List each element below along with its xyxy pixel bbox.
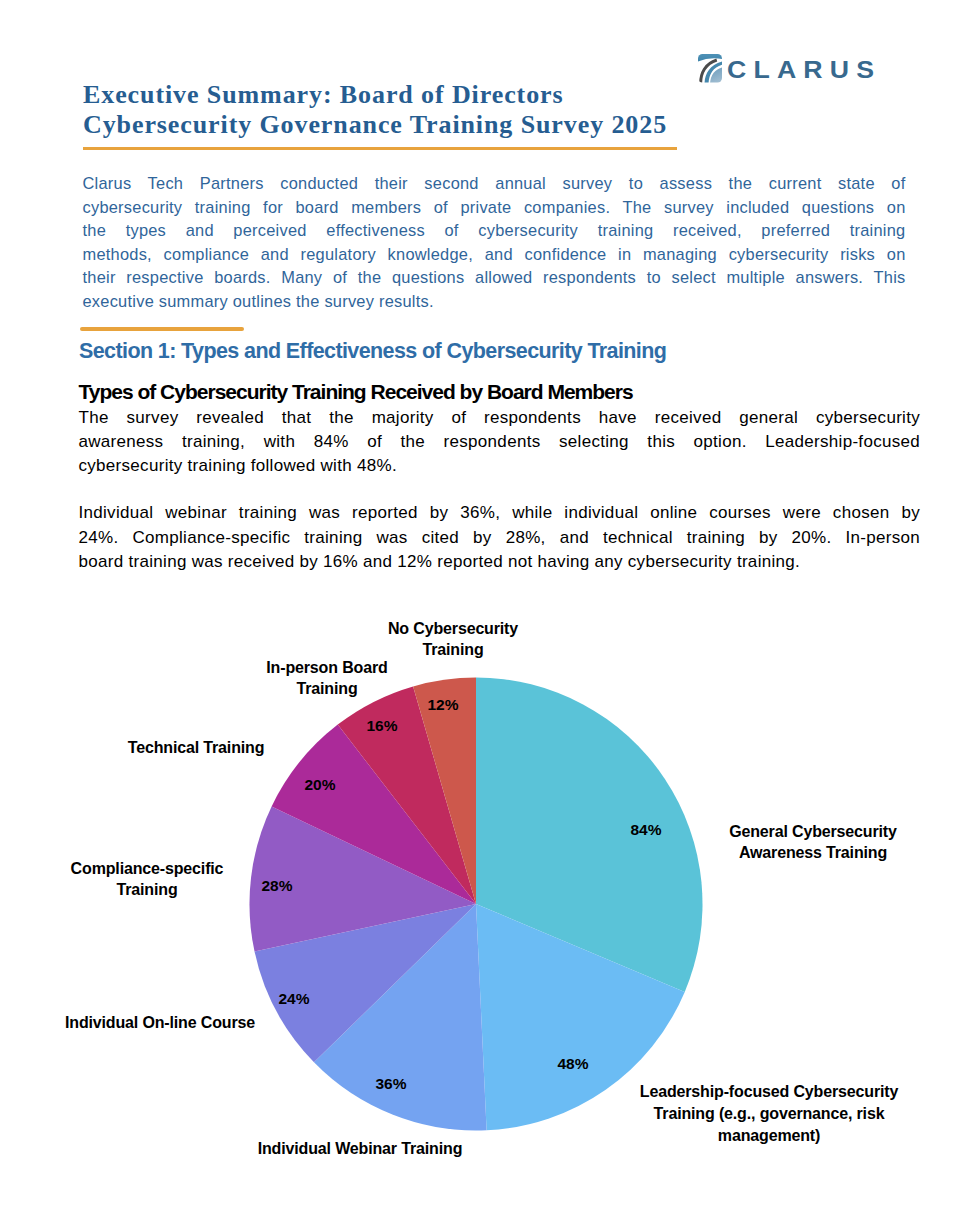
svg-text:CLARUS: CLARUS	[727, 56, 877, 82]
